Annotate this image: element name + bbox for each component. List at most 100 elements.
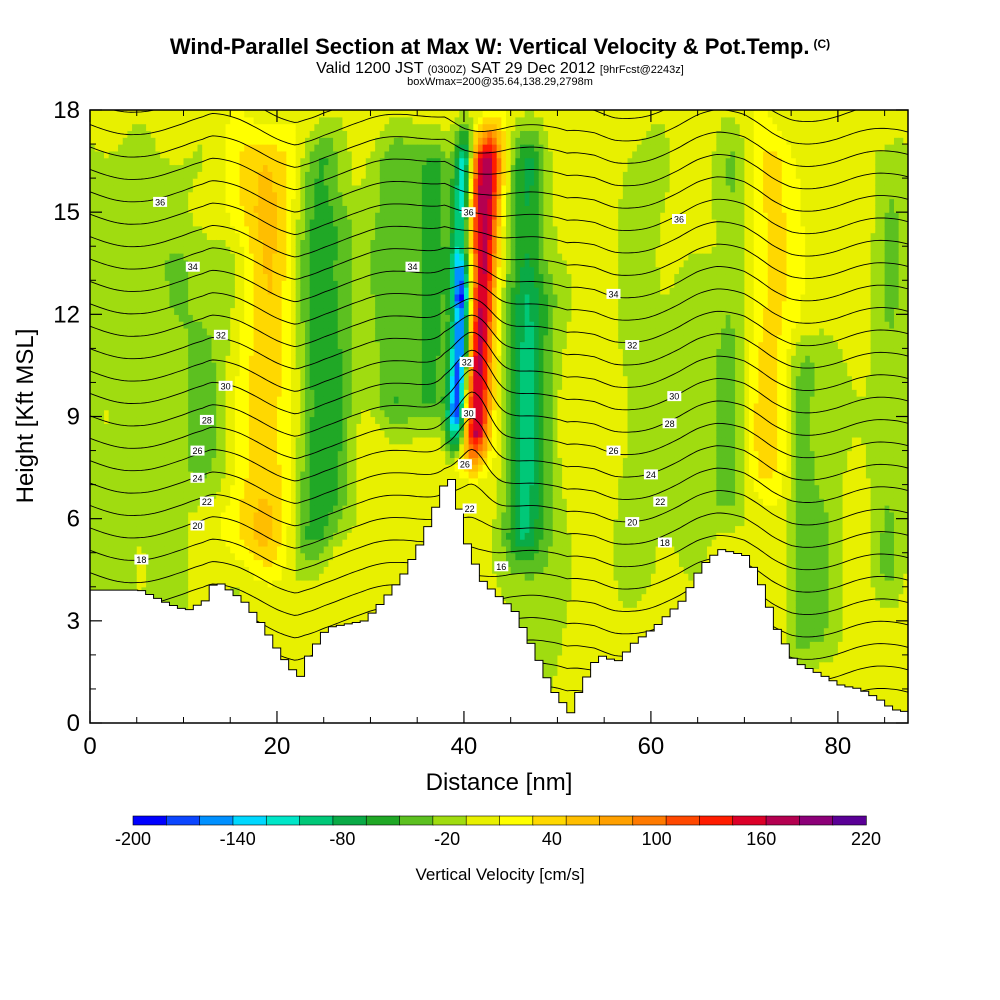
velocity-cell [141, 212, 147, 220]
velocity-cell [122, 382, 128, 390]
velocity-cell [309, 436, 315, 445]
velocity-cell [300, 130, 306, 138]
velocity-cell [244, 191, 250, 200]
velocity-cell [122, 327, 128, 336]
velocity-cell [150, 450, 157, 458]
velocity-cell [342, 293, 348, 302]
velocity-cell [309, 273, 315, 281]
velocity-cell [127, 402, 133, 411]
velocity-cell [104, 321, 110, 329]
velocity-cell [141, 314, 147, 322]
velocity-cell [290, 634, 297, 642]
velocity-cell [169, 382, 175, 390]
velocity-cell [267, 566, 273, 574]
velocity-cell [248, 287, 255, 295]
velocity-cell [267, 573, 273, 581]
velocity-cell [225, 368, 231, 377]
velocity-cell [146, 341, 152, 349]
velocity-cell [314, 273, 320, 281]
velocity-cell [146, 518, 152, 527]
velocity-cell [230, 321, 236, 329]
velocity-cell [155, 511, 161, 520]
velocity-cell [328, 457, 334, 465]
velocity-cell [258, 579, 264, 588]
velocity-cell [300, 593, 306, 601]
velocity-cell [290, 627, 297, 636]
velocity-cell [141, 382, 147, 390]
velocity-cell [211, 368, 217, 377]
velocity-cell [323, 348, 329, 356]
velocity-cell [94, 130, 100, 138]
velocity-cell [230, 423, 236, 431]
velocity-cell [197, 253, 203, 261]
velocity-cell [295, 634, 301, 642]
velocity-cell [258, 334, 264, 343]
velocity-cell [150, 144, 157, 152]
velocity-cell [178, 191, 185, 200]
velocity-cell [323, 327, 329, 336]
velocity-cell [239, 375, 245, 384]
velocity-cell [276, 110, 283, 118]
velocity-cell [267, 368, 273, 377]
velocity-cell [342, 607, 348, 615]
velocity-cell [300, 327, 306, 336]
velocity-cell [90, 423, 96, 431]
velocity-cell [286, 157, 292, 166]
velocity-cell [136, 178, 143, 186]
velocity-cell [309, 287, 315, 295]
velocity-cell [262, 123, 269, 132]
velocity-cell [146, 300, 152, 309]
velocity-cell [90, 253, 96, 261]
velocity-cell [272, 614, 278, 622]
velocity-cell [305, 505, 311, 513]
velocity-cell [248, 430, 255, 438]
velocity-cell [188, 212, 194, 220]
velocity-cell [90, 314, 96, 322]
velocity-cell [337, 171, 344, 179]
velocity-cell [141, 436, 147, 445]
velocity-cell [122, 321, 128, 329]
velocity-cell [146, 368, 152, 377]
velocity-cell [220, 409, 227, 418]
velocity-cell [150, 579, 157, 588]
velocity-cell [141, 396, 147, 404]
velocity-cell [290, 484, 297, 493]
velocity-cell [216, 348, 222, 356]
velocity-cell [225, 300, 231, 309]
velocity-cell [290, 511, 297, 520]
velocity-cell [333, 178, 339, 186]
velocity-cell [188, 382, 194, 390]
velocity-cell [104, 123, 110, 132]
velocity-cell [309, 178, 315, 186]
velocity-cell [127, 430, 133, 438]
velocity-cell [216, 225, 222, 234]
velocity-cell [132, 566, 138, 574]
velocity-cell [262, 620, 269, 629]
velocity-cell [183, 382, 189, 390]
velocity-cell [118, 334, 124, 343]
velocity-cell [164, 225, 171, 234]
velocity-cell [239, 293, 245, 302]
velocity-cell [169, 600, 175, 608]
velocity-cell [113, 423, 119, 431]
velocity-cell [90, 402, 96, 411]
velocity-cell [183, 552, 189, 561]
velocity-cell [347, 559, 353, 567]
velocity-cell [314, 600, 320, 608]
velocity-cell [300, 436, 306, 445]
velocity-cell [248, 396, 255, 404]
velocity-cell [108, 436, 114, 445]
velocity-cell [276, 552, 283, 561]
velocity-cell [211, 218, 217, 227]
velocity-cell [314, 218, 320, 227]
velocity-cell [220, 505, 227, 513]
velocity-cell [136, 348, 143, 356]
velocity-cell [164, 327, 171, 336]
velocity-cell [216, 484, 222, 493]
velocity-cell [333, 402, 339, 411]
velocity-cell [160, 498, 166, 506]
velocity-cell [225, 110, 231, 118]
velocity-cell [164, 137, 171, 145]
velocity-cell [225, 239, 231, 247]
